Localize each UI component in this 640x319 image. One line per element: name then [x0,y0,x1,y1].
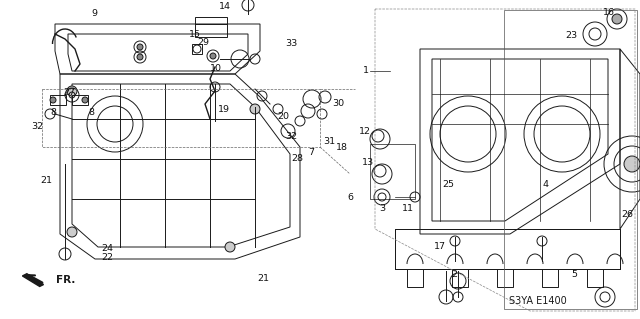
Text: 23: 23 [565,31,577,40]
Bar [587,269,603,287]
Text: 28: 28 [292,154,303,163]
Text: 7: 7 [308,148,315,157]
Bar [195,17,227,37]
Text: 3: 3 [380,204,386,213]
Bar [452,269,468,287]
Text: 6: 6 [348,193,354,202]
Text: 24: 24 [102,244,113,253]
Text: 8: 8 [88,108,95,117]
Text: 29: 29 [198,38,209,47]
Text: 10: 10 [211,64,222,73]
Text: 8: 8 [50,108,56,117]
Text: 11: 11 [403,204,414,213]
Bar [370,144,415,199]
Text: 13: 13 [362,158,374,167]
Circle shape [225,242,235,252]
Circle shape [210,53,216,59]
Circle shape [250,104,260,114]
Circle shape [612,14,622,24]
Circle shape [67,227,77,237]
Text: 26: 26 [621,210,633,219]
Text: 32: 32 [285,132,297,141]
Circle shape [137,54,143,60]
Circle shape [82,97,88,103]
Text: 22: 22 [102,253,113,262]
Bar [72,95,88,105]
Circle shape [624,156,640,172]
Bar [504,10,637,309]
Text: 25: 25 [442,180,454,189]
Bar [50,95,66,105]
Bar [497,269,513,287]
Text: 1: 1 [363,66,369,75]
Bar [192,44,202,54]
Bar [542,269,558,287]
Text: 31: 31 [324,137,335,146]
Text: 15: 15 [189,30,201,39]
Text: 2: 2 [451,271,458,279]
Polygon shape [22,274,44,286]
Text: 21: 21 [258,274,269,283]
Text: 9: 9 [92,9,98,18]
Text: 14: 14 [220,2,231,11]
Text: 16: 16 [604,8,615,17]
Text: 21: 21 [40,176,52,185]
Text: 19: 19 [218,105,230,114]
Text: 17: 17 [435,242,446,251]
Circle shape [137,44,143,50]
Text: 33: 33 [285,39,298,48]
Circle shape [50,97,56,103]
Text: 5: 5 [572,271,578,279]
Text: 32: 32 [31,122,43,131]
Text: 30: 30 [332,99,344,108]
Text: FR.: FR. [56,275,76,285]
Text: 12: 12 [359,127,371,136]
Text: 18: 18 [337,143,348,152]
Text: S3YA E1400: S3YA E1400 [509,296,566,307]
Bar [407,269,423,287]
Text: 20: 20 [277,112,289,121]
Text: 27: 27 [63,88,75,97]
Text: 4: 4 [542,180,548,189]
Circle shape [67,86,77,96]
